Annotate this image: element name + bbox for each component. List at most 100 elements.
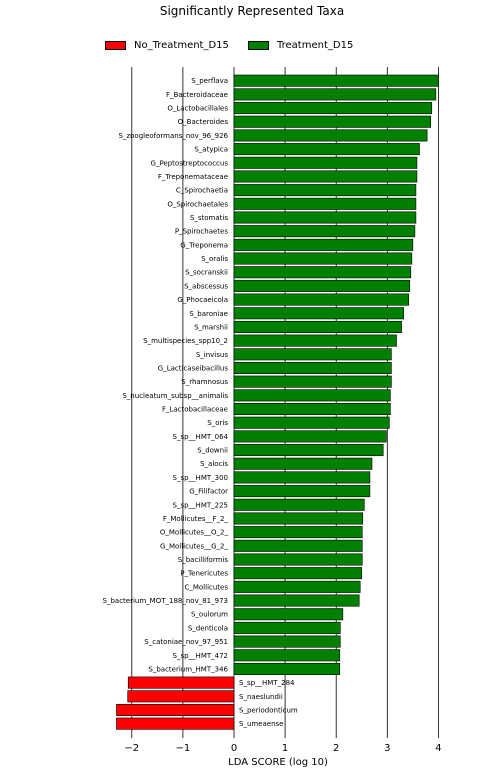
bar	[233, 553, 363, 566]
bar	[233, 156, 418, 169]
bar-label: C_Mollicutes	[184, 583, 228, 591]
bar	[233, 307, 404, 320]
bar	[233, 361, 392, 374]
x-axis-label: LDA SCORE (log 10)	[228, 757, 328, 768]
bar	[233, 348, 392, 361]
bar-label: S_sp__HMT_284	[239, 679, 295, 687]
x-tick-label: 3	[384, 743, 390, 754]
bar-label: S_oris	[207, 419, 228, 427]
bar-label: S_invisus	[196, 351, 228, 359]
bar-label: P_Spirochaetes	[175, 228, 228, 236]
bar-label: S_multispecies_spp10_2	[143, 337, 228, 345]
x-tick-label: 0	[231, 743, 237, 754]
bar	[233, 143, 420, 156]
bar	[233, 238, 414, 251]
bar	[233, 416, 390, 429]
bar	[233, 649, 341, 662]
bar-label: S_nucleatum_subsp__animalis	[122, 392, 228, 400]
bar-label: S_stomatis	[190, 214, 228, 222]
legend-label-treatment: Treatment_D15	[277, 39, 354, 51]
bar-label: G_Treponema	[180, 241, 228, 249]
bar	[233, 102, 433, 115]
bar	[233, 279, 411, 292]
bar	[233, 129, 428, 142]
bar-label: F_Lactobacillaceae	[162, 406, 228, 414]
bar-label: S_oralis	[201, 255, 228, 263]
bar	[233, 430, 387, 443]
bar-label: S_atypica	[194, 146, 228, 154]
bar	[233, 457, 373, 470]
bar-label: S_abscessus	[184, 282, 228, 290]
bar-label: S_perflava	[191, 77, 228, 85]
legend-item-no-treatment: No_Treatment_D15	[105, 38, 229, 52]
bar-label: S_oulorum	[191, 611, 228, 619]
bar	[233, 115, 432, 128]
legend-item-treatment: Treatment_D15	[248, 38, 353, 52]
bar	[127, 690, 235, 703]
bar-label: O_Lactobacillales	[167, 105, 228, 113]
bar-label: S_downii	[197, 447, 228, 455]
bar	[233, 580, 361, 593]
bar-label: S_baroniae	[189, 310, 228, 318]
bar-label: S_denticola	[188, 624, 228, 632]
bar	[233, 526, 363, 539]
bar-label: S_rhamnosus	[181, 378, 228, 386]
legend: No_Treatment_D15 Treatment_D15	[0, 38, 504, 52]
x-tick-label: 2	[333, 743, 339, 754]
bar-label: F_Treponemataceae	[158, 173, 228, 181]
bar-label: S_sp__HMT_064	[173, 433, 229, 441]
bar-label: G_Mollicutes__G_2_	[160, 542, 228, 550]
legend-label-no-treatment: No_Treatment_D15	[134, 39, 229, 51]
bar-label: P_Tenericutes	[180, 570, 228, 578]
bar-label: S_bacterium_HMT_346	[148, 665, 228, 673]
bar	[233, 539, 363, 552]
bar-label: S_bacterium_MOT_188_nov_81_973	[103, 597, 228, 605]
bar	[233, 471, 371, 484]
bar	[233, 88, 437, 101]
bar	[233, 444, 384, 457]
bar-label: S_marshii	[194, 323, 228, 331]
bar	[116, 703, 235, 716]
bar-label: S_periodonticum	[239, 706, 298, 714]
bar	[233, 334, 397, 347]
bar-label: G_Lacticaseibacillus	[158, 364, 229, 372]
bar-label: S_alocis	[200, 460, 228, 468]
bar-label: S_naeslundii	[239, 693, 283, 701]
bar	[233, 512, 364, 525]
bar	[233, 375, 392, 388]
bar-label: S_bacilliformis	[178, 556, 229, 564]
bar-label: S_zoogleoformans_nov_96_926	[119, 132, 229, 140]
bar	[127, 676, 235, 689]
legend-swatch-no-treatment	[105, 40, 126, 50]
bar-label: S_catoniae_nov_97_951	[144, 638, 228, 646]
x-tick-label: −2	[124, 743, 139, 754]
bar-label: C_Spirochaetia	[176, 187, 228, 195]
bar	[233, 293, 410, 306]
x-tick-label: 4	[435, 743, 441, 754]
bar	[233, 266, 412, 279]
bar	[233, 594, 360, 607]
bar	[233, 170, 418, 183]
bar	[116, 717, 235, 730]
bar-label: S_sp__HMT_225	[173, 501, 228, 509]
bar	[233, 498, 365, 511]
bar-label: S_socranskii	[185, 269, 228, 277]
bar	[233, 211, 417, 224]
bar-label: G_Filifactor	[189, 488, 228, 496]
bar	[233, 662, 341, 675]
bar	[233, 621, 341, 634]
bar-label: S_sp__HMT_300	[173, 474, 228, 482]
bar	[233, 608, 344, 621]
bar-label: O_Bacteroides	[178, 118, 229, 126]
bar-label: O_Mollicutes__O_2_	[160, 529, 229, 537]
bar	[233, 252, 413, 265]
x-tick-label: 1	[282, 743, 288, 754]
chart-title: Significantly Represented Taxa	[159, 4, 345, 18]
bar	[233, 184, 417, 197]
bar	[233, 197, 417, 210]
bar-label: S_sp__HMT_472	[173, 652, 228, 660]
bar-label: G_Peptostreptococcus	[151, 159, 229, 167]
bar	[233, 320, 402, 333]
bar	[233, 225, 416, 238]
